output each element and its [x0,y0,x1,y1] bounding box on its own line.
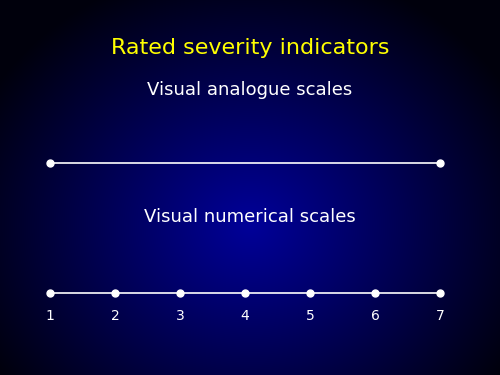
Text: 4: 4 [240,309,250,323]
Point [371,290,379,296]
Point [436,290,444,296]
Point [46,160,54,166]
Text: Visual numerical scales: Visual numerical scales [144,209,356,226]
Text: 5: 5 [306,309,314,323]
Point [46,290,54,296]
Text: 2: 2 [110,309,120,323]
Text: 3: 3 [176,309,184,323]
Text: 1: 1 [46,309,54,323]
Point [111,290,119,296]
Point [241,290,249,296]
Text: Visual analogue scales: Visual analogue scales [148,81,352,99]
Point [176,290,184,296]
Text: 6: 6 [370,309,380,323]
Point [436,160,444,166]
Text: Rated severity indicators: Rated severity indicators [111,38,389,57]
Point [306,290,314,296]
Text: 7: 7 [436,309,444,323]
